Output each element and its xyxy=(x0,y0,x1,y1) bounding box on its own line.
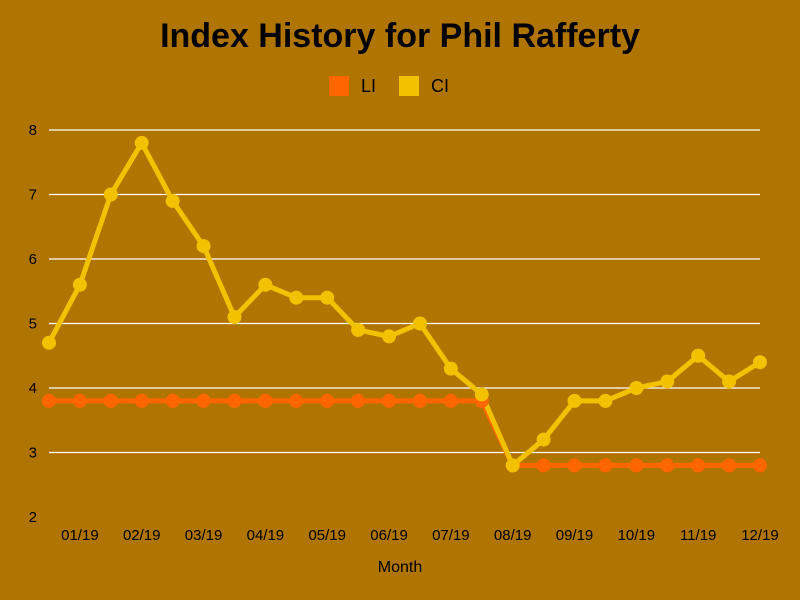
data-point-ci xyxy=(505,458,520,473)
y-axis-ticks: 2 3 4 5 6 7 8 xyxy=(29,122,37,526)
y-tick-label: 2 xyxy=(29,509,37,526)
data-point-li xyxy=(691,458,706,473)
data-point-li xyxy=(536,458,551,473)
data-point-li xyxy=(103,393,118,408)
data-point-ci xyxy=(443,361,458,376)
data-point-li xyxy=(227,393,242,408)
data-point-li xyxy=(320,393,335,408)
data-point-ci xyxy=(42,335,56,350)
x-tick-label: 09/19 xyxy=(556,527,594,544)
legend-swatch-ci xyxy=(399,76,419,96)
data-point-ci xyxy=(382,329,397,344)
data-point-li xyxy=(289,393,304,408)
chart-title: Index History for Phil Rafferty xyxy=(160,17,640,55)
x-tick-label: 01/19 xyxy=(61,527,99,544)
x-tick-label: 11/19 xyxy=(680,527,716,544)
series-lines xyxy=(46,140,763,468)
data-point-li xyxy=(382,393,397,408)
x-tick-label: 05/19 xyxy=(308,527,346,544)
data-point-ci xyxy=(134,135,149,150)
data-point-ci xyxy=(691,348,706,363)
data-point-li xyxy=(567,458,582,473)
series-line-ci xyxy=(46,140,763,468)
data-point-ci xyxy=(412,316,427,331)
data-point-li xyxy=(412,393,427,408)
legend-swatch-li xyxy=(329,76,349,96)
series-line-li xyxy=(46,398,763,468)
y-tick-label: 8 xyxy=(29,122,37,139)
data-point-ci xyxy=(72,277,87,292)
data-point-ci xyxy=(722,374,737,389)
data-point-li xyxy=(722,458,737,473)
y-tick-label: 4 xyxy=(29,380,37,397)
data-point-ci xyxy=(165,193,180,208)
x-tick-label: 12/19 xyxy=(741,527,779,544)
data-point-li xyxy=(72,393,87,408)
x-tick-label: 04/19 xyxy=(247,527,285,544)
data-point-li xyxy=(443,393,458,408)
data-point-li xyxy=(351,393,366,408)
data-point-ci xyxy=(660,374,675,389)
data-point-li xyxy=(660,458,675,473)
data-point-li xyxy=(629,458,644,473)
x-axis-title: Month xyxy=(378,559,422,576)
x-tick-label: 02/19 xyxy=(123,527,161,544)
data-point-li xyxy=(753,458,767,473)
x-tick-label: 08/19 xyxy=(494,527,532,544)
data-point-ci xyxy=(227,310,242,325)
data-point-ci xyxy=(536,432,551,447)
data-point-ci xyxy=(103,187,118,202)
data-point-ci xyxy=(289,290,304,305)
legend-label-ci: CI xyxy=(431,76,449,96)
data-point-li xyxy=(598,458,613,473)
gridlines xyxy=(49,129,760,454)
data-point-ci xyxy=(598,393,613,408)
y-tick-label: 6 xyxy=(29,251,37,268)
data-point-li xyxy=(165,393,180,408)
data-point-ci xyxy=(567,393,582,408)
data-point-ci xyxy=(351,322,366,337)
data-point-li xyxy=(42,393,56,408)
x-axis-ticks: 01/19 02/19 03/19 04/19 05/19 06/19 07/19 08/19… xyxy=(61,527,779,544)
data-point-ci xyxy=(753,355,767,370)
x-tick-label: 10/19 xyxy=(618,527,656,544)
legend: LI CI xyxy=(329,76,449,96)
data-point-ci xyxy=(196,239,211,254)
data-point-li xyxy=(134,393,149,408)
data-point-ci xyxy=(320,290,335,305)
series-points xyxy=(42,135,767,473)
y-tick-label: 7 xyxy=(29,187,37,204)
data-point-ci xyxy=(629,381,644,395)
y-tick-label: 3 xyxy=(29,445,37,462)
data-point-ci xyxy=(474,387,489,402)
legend-label-li: LI xyxy=(361,76,376,96)
data-point-li xyxy=(258,393,273,408)
x-tick-label: 03/19 xyxy=(185,527,223,544)
x-tick-label: 07/19 xyxy=(432,527,470,544)
data-point-ci xyxy=(258,277,273,292)
data-point-li xyxy=(196,393,211,408)
y-tick-label: 5 xyxy=(29,316,37,333)
x-tick-label: 06/19 xyxy=(370,527,408,544)
